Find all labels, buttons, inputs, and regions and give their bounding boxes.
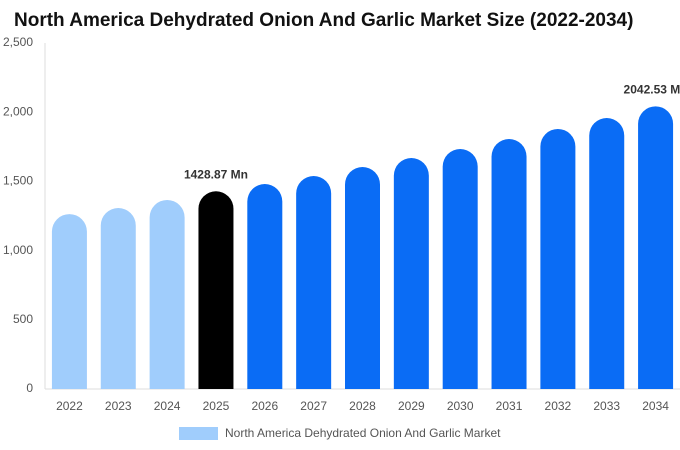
y-tick-label: 0 <box>26 381 33 395</box>
bar <box>51 214 87 389</box>
x-tick-label: 2034 <box>642 399 669 413</box>
y-tick-label: 1,500 <box>3 174 33 188</box>
y-tick-label: 2,500 <box>3 35 33 49</box>
value-label: 1428.87 Mn <box>184 167 248 181</box>
bar <box>491 139 527 389</box>
y-tick-label: 1,000 <box>3 243 33 257</box>
x-tick-label: 2032 <box>545 399 572 413</box>
x-tick-label: 2022 <box>56 399 83 413</box>
bar <box>442 149 478 389</box>
x-tick-label: 2031 <box>496 399 523 413</box>
bar <box>296 176 332 389</box>
y-tick-label: 2,000 <box>3 104 33 118</box>
bar <box>393 158 429 389</box>
bar <box>247 184 283 389</box>
bar <box>198 191 234 389</box>
bar <box>638 106 674 390</box>
bar <box>100 207 136 389</box>
x-tick-label: 2026 <box>251 399 278 413</box>
bar <box>589 118 625 389</box>
y-tick-label: 500 <box>13 312 33 326</box>
x-tick-label: 2029 <box>398 399 425 413</box>
bar <box>345 167 380 389</box>
legend-swatch <box>179 427 218 440</box>
x-tick-label: 2028 <box>349 399 376 413</box>
bar <box>540 128 576 389</box>
x-tick-label: 2027 <box>300 399 327 413</box>
x-tick-label: 2023 <box>105 399 132 413</box>
x-tick-label: 2030 <box>447 399 474 413</box>
chart-title: North America Dehydrated Onion And Garli… <box>14 10 633 31</box>
value-label: 2042.53 Mn <box>624 82 680 96</box>
x-tick-label: 2024 <box>154 399 181 413</box>
legend-label: North America Dehydrated Onion And Garli… <box>225 426 501 440</box>
x-tick-label: 2033 <box>593 399 620 413</box>
x-tick-label: 2025 <box>203 399 230 413</box>
bar <box>149 199 185 389</box>
